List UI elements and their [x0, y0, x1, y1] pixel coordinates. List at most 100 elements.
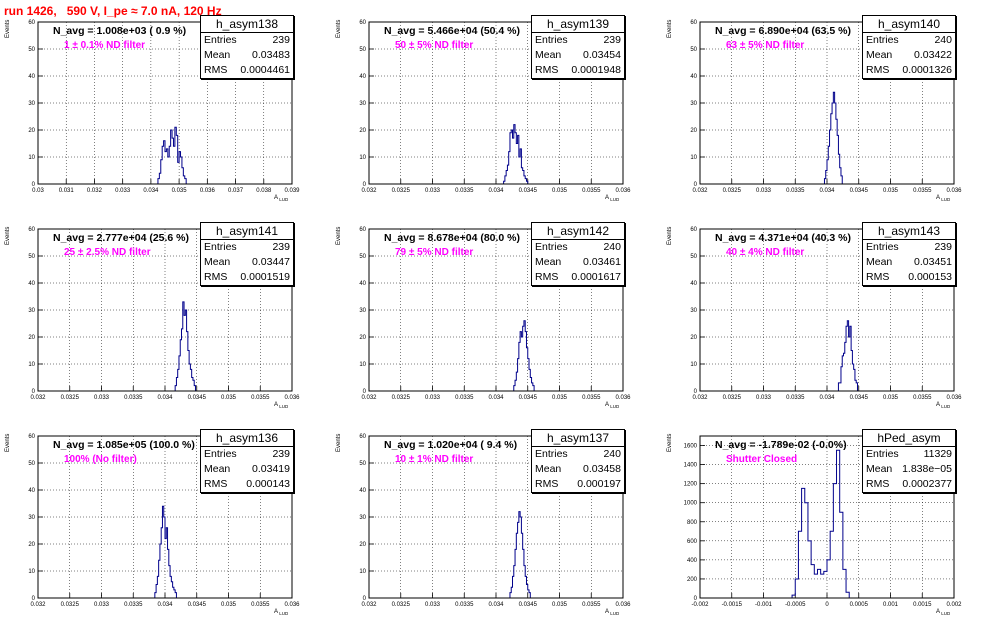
filter-label: 25 ± 2.5% ND filter	[64, 247, 151, 258]
stat-entries-row: Entries 239	[532, 33, 624, 48]
x-tick-label: 0.036	[615, 188, 631, 194]
x-tick-label: 0.0015	[913, 602, 932, 608]
histogram-plot: 0.032 0.0325 0.033 0.0335 0.034 0.0345 0.035 0.…	[28, 227, 300, 401]
x-tick-label: 0.035	[221, 602, 237, 608]
y-tick-label: 30	[28, 308, 35, 314]
plot-frame	[368, 435, 624, 599]
stats-box: h_asym139 Entries 239 Mean 0.03454 RMS 0.00019…	[531, 15, 625, 79]
stat-entries-label: Entries	[866, 34, 899, 46]
stat-rms-value: 0.0001326	[902, 64, 952, 76]
x-tick-label: 0.032	[87, 188, 103, 194]
histogram-name: h_asym141	[201, 223, 293, 240]
y-tick-label: 30	[359, 515, 366, 521]
x-tick-label: -0.001	[755, 602, 773, 608]
stat-entries-row: Entries 239	[201, 240, 293, 255]
histogram-name: h_asym140	[863, 16, 955, 33]
x-tick-label: 0.036	[284, 395, 300, 401]
y-tick-label: 10	[28, 155, 35, 161]
stat-entries-value: 240	[603, 241, 621, 253]
plot-frame	[37, 228, 293, 392]
stat-rms-row: RMS 0.0001948	[532, 63, 624, 78]
run-title: run 1426, 590 V, I_pe ≈ 7.0 nA, 120 Hz	[4, 4, 222, 18]
plot-frame	[368, 21, 624, 185]
y-tick-label: 60	[690, 227, 697, 233]
y-tick-label: 20	[28, 542, 35, 548]
n-avg-label: N_avg = 1.020e+04 ( 9.4 %)	[384, 439, 518, 451]
stat-entries-value: 240	[934, 34, 952, 46]
y-tick-label: 60	[28, 20, 35, 26]
x-axis-label-main: A	[936, 609, 941, 615]
x-tick-label: 0.0325	[392, 395, 411, 401]
x-tick-label: 0.032	[361, 602, 377, 608]
n-avg-label: N_avg = 8.678e+04 (80.0 %)	[384, 232, 521, 244]
histogram-panel-h_asym142: 0.032 0.0325 0.033 0.0335 0.034 0.0345 0.035 0.…	[331, 207, 661, 413]
stat-rms-label: RMS	[204, 64, 228, 76]
x-axis-label-sub: LUD	[609, 197, 620, 203]
y-tick-label: 0	[32, 389, 36, 395]
y-tick-label: 1400	[684, 463, 698, 469]
x-tick-label: 0.0345	[188, 602, 207, 608]
x-tick-label: 0.034	[488, 395, 504, 401]
x-axis-label: A LUD	[274, 402, 288, 409]
stat-mean-row: Mean 0.03454	[532, 48, 624, 63]
x-tick-label: 0.0355	[251, 602, 270, 608]
stats-box: h_asym138 Entries 239 Mean 0.03483 RMS 0.00044…	[200, 15, 294, 79]
x-axis-label: A LUD	[605, 609, 619, 616]
stat-entries-label: Entries	[204, 241, 237, 253]
y-tick-label: 30	[359, 101, 366, 107]
histogram-plot: 0.03 0.031 0.032 0.033 0.034 0.035 0.036 0.037 0…	[28, 20, 300, 194]
stat-entries-label: Entries	[866, 448, 899, 460]
y-axis-label: Events	[336, 19, 342, 38]
stat-entries-label: Entries	[535, 448, 568, 460]
histogram-name: h_asym137	[532, 430, 624, 447]
filter-label: 100% (No filter)	[64, 454, 137, 465]
stat-mean-row: Mean 0.03422	[863, 48, 955, 63]
x-tick-label: 0.033	[94, 395, 110, 401]
stat-mean-row: Mean 0.03447	[201, 255, 293, 270]
histogram-name: h_asym138	[201, 16, 293, 33]
stat-mean-label: Mean	[866, 463, 893, 475]
histogram-series	[174, 301, 196, 391]
filter-label: Shutter Closed	[726, 454, 798, 465]
y-tick-label: 30	[359, 308, 366, 314]
y-tick-label: 40	[28, 74, 35, 80]
stat-entries-value: 239	[272, 241, 290, 253]
stat-mean-value: 0.03461	[583, 256, 621, 268]
x-axis-label-main: A	[274, 402, 279, 408]
stat-entries-label: Entries	[866, 241, 899, 253]
x-tick-label: 0.002	[946, 602, 962, 608]
stat-rms-label: RMS	[535, 478, 559, 490]
x-tick-label: 0.036	[284, 602, 300, 608]
x-axis-label: A LUD	[936, 195, 950, 202]
x-axis-label-main: A	[936, 402, 941, 408]
y-tick-label: 40	[28, 281, 35, 287]
stat-entries-row: Entries 240	[863, 33, 955, 48]
x-tick-label: 0.036	[200, 188, 216, 194]
x-tick-label: 0.031	[59, 188, 75, 194]
y-tick-label: 50	[359, 254, 366, 260]
y-tick-label: 10	[28, 569, 35, 575]
n-avg-label: N_avg = 1.008e+03 ( 0.9 %)	[53, 25, 187, 37]
stat-rms-label: RMS	[535, 271, 559, 283]
y-tick-label: 30	[690, 308, 697, 314]
x-tick-label: 0.034	[157, 602, 173, 608]
x-tick-label: 0.0335	[455, 602, 474, 608]
stat-rms-label: RMS	[866, 478, 890, 490]
histogram-name: h_asym143	[863, 223, 955, 240]
stat-entries-label: Entries	[535, 241, 568, 253]
x-axis-label-main: A	[274, 609, 279, 615]
filter-label: 63 ± 5% ND filter	[726, 40, 805, 51]
stats-box: h_asym140 Entries 240 Mean 0.03422 RMS 0.00013…	[862, 15, 956, 79]
y-tick-label: 10	[28, 362, 35, 368]
x-tick-label: 0.039	[284, 188, 300, 194]
histogram-panel-h_asym137: 0.032 0.0325 0.033 0.0335 0.034 0.0345 0.035 0.…	[331, 414, 661, 620]
x-axis-label: A LUD	[605, 195, 619, 202]
histogram-panel-h_asym138: 0.03 0.031 0.032 0.033 0.034 0.035 0.036 0.037 0…	[0, 0, 330, 206]
x-tick-label: 0.032	[30, 602, 46, 608]
y-axis-label: Events	[5, 433, 11, 452]
x-tick-label: 0.032	[30, 395, 46, 401]
stats-box: h_asym136 Entries 239 Mean 0.03419 RMS 0.00014…	[200, 429, 294, 493]
y-tick-label: 20	[28, 128, 35, 134]
x-tick-label: 0.035	[883, 395, 899, 401]
x-tick-label: 0.033	[756, 395, 772, 401]
